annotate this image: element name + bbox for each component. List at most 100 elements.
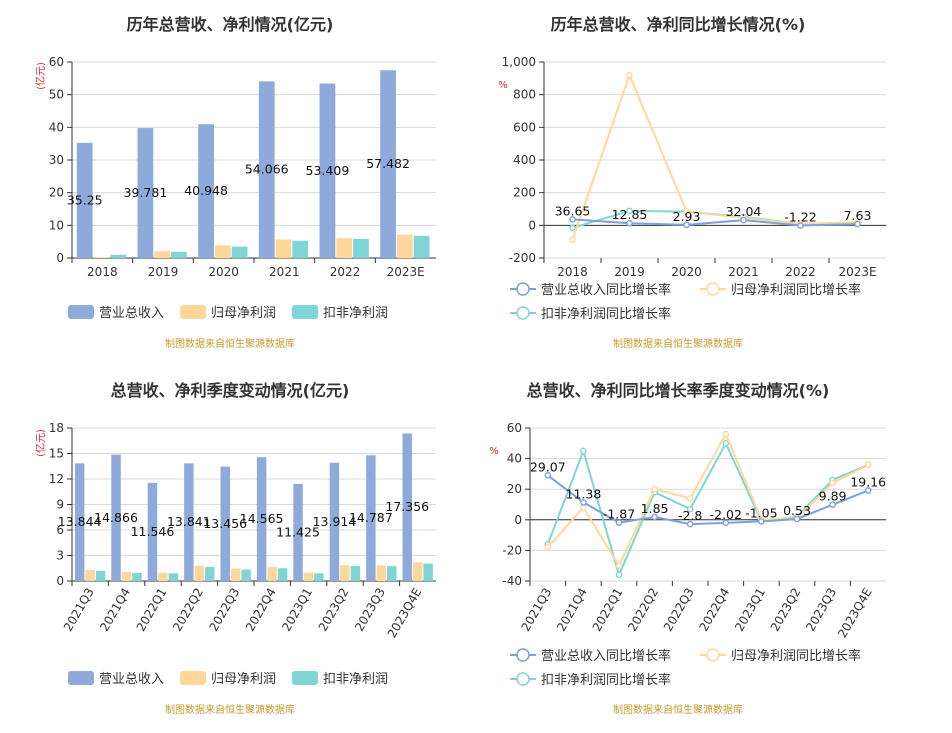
series-point [864, 461, 872, 469]
legend-swatch-marker [516, 282, 530, 296]
bar-net-profit [230, 568, 241, 581]
bar-deducted-profit [387, 566, 397, 581]
series-point [793, 515, 801, 523]
data-label: -1.22 [784, 210, 816, 225]
series-line [571, 72, 858, 241]
x-tick-label: 2020 [671, 265, 702, 279]
data-label: 14.866 [94, 510, 138, 525]
data-label: -2.8 [678, 508, 702, 523]
legend-label: 归母净利润 [211, 672, 276, 687]
x-tick-label: 2023Q1 [732, 586, 768, 634]
data-label: 53.409 [306, 163, 350, 178]
legend-swatch [68, 305, 94, 319]
x-tick-label: 2023E [387, 265, 425, 279]
x-tick-label: 2021 [269, 265, 300, 279]
data-label: 29.07 [530, 459, 566, 474]
data-label: 40.948 [184, 183, 228, 198]
series-point [569, 236, 576, 244]
series-point [683, 208, 690, 215]
bar-deducted-profit [350, 566, 361, 581]
data-label: 19.16 [850, 474, 886, 489]
y-tick-label: 10 [49, 218, 64, 232]
gridlines [71, 427, 436, 582]
series-point [569, 224, 576, 232]
legend-label: 扣非净利润同比增长率 [541, 306, 671, 322]
data-label: 54.066 [245, 162, 289, 177]
series-point [864, 487, 872, 494]
legend-swatch-marker [706, 282, 720, 296]
bar-revenue [329, 462, 340, 581]
data-label: 12.85 [612, 207, 648, 222]
data-label: 11.425 [276, 524, 320, 539]
series-point [544, 544, 552, 551]
legend-swatch-marker [516, 306, 530, 320]
x-tick-label: 2022Q4 [696, 586, 732, 634]
y-tick-label: 3 [56, 549, 64, 563]
legend-swatch-marker [706, 648, 720, 662]
line-series [544, 430, 872, 579]
x-tick-label: 2023Q4E [835, 586, 875, 641]
legend-swatch [292, 671, 318, 685]
source-note: 制图数据来自恒生聚源数据库 [613, 337, 743, 350]
bar-deducted-profit [292, 240, 309, 258]
source-note: 制图数据来自恒生聚源数据库 [165, 703, 295, 716]
series-point [626, 207, 633, 215]
data-label: -2.02 [710, 507, 742, 522]
legend-label: 扣非净利润同比增长率 [541, 672, 671, 688]
bar-deducted-profit [277, 568, 288, 581]
data-label: 1.85 [641, 501, 669, 516]
x-tick-label: 2018 [87, 265, 118, 279]
bar-revenue [256, 457, 267, 581]
y-tick-label: 800 [513, 88, 536, 102]
y-tick-label: 0 [56, 574, 64, 588]
legend[interactable]: 营业总收入 归母净利润 扣非净利润 [68, 305, 388, 321]
bar-revenue [402, 433, 412, 581]
data-label: 13.844 [58, 514, 102, 529]
series-point [686, 520, 694, 528]
series-point [797, 222, 804, 229]
bar-revenue [380, 70, 396, 258]
legend-label: 营业总收入同比增长率 [541, 648, 671, 664]
bar-net-profit [303, 572, 314, 581]
y-tick-label: -200 [509, 251, 536, 265]
data-label: 17.356 [385, 499, 429, 514]
x-tick-label: 2023E [838, 265, 876, 279]
legend-label: 营业总收入 [99, 672, 164, 687]
series-point [683, 221, 690, 229]
legend-swatch [292, 305, 318, 319]
data-label: 13.914 [313, 514, 357, 529]
series-point [580, 447, 587, 455]
y-tick-label: 0 [56, 251, 64, 265]
series-line [572, 218, 858, 227]
bar-deducted-profit [423, 563, 433, 581]
series-point [615, 519, 623, 526]
y-axis-ticks: -200 0 200 400 600 800 1,000 [502, 55, 544, 265]
y-unit-label: % [498, 80, 508, 91]
legend[interactable]: 营业总收入 归母净利润 扣非净利润 [68, 671, 388, 687]
legend-swatch-marker [516, 672, 530, 686]
bar-net-profit [275, 239, 292, 258]
bar-net-profit [340, 565, 350, 581]
series-line [547, 431, 869, 568]
bar-net-profit [412, 562, 423, 581]
data-label: 7.63 [844, 208, 872, 223]
x-tick-label: 2022Q3 [206, 586, 242, 634]
series-point [829, 501, 836, 508]
series-point [651, 485, 658, 493]
series-point [544, 472, 552, 479]
bar-deducted-profit [205, 566, 215, 581]
data-label: 14.565 [240, 511, 284, 526]
data-label: 35.25 [67, 192, 103, 207]
x-tick-label: 2023Q2 [768, 586, 804, 634]
data-label: 11.38 [566, 486, 602, 501]
bar-revenue [137, 128, 154, 258]
bar-net-profit [336, 238, 353, 258]
x-tick-label: 2021 [728, 265, 759, 279]
bar-revenue [147, 482, 158, 581]
bar-deducted-profit [110, 254, 127, 258]
series-point [758, 518, 765, 525]
series-point [722, 430, 730, 438]
